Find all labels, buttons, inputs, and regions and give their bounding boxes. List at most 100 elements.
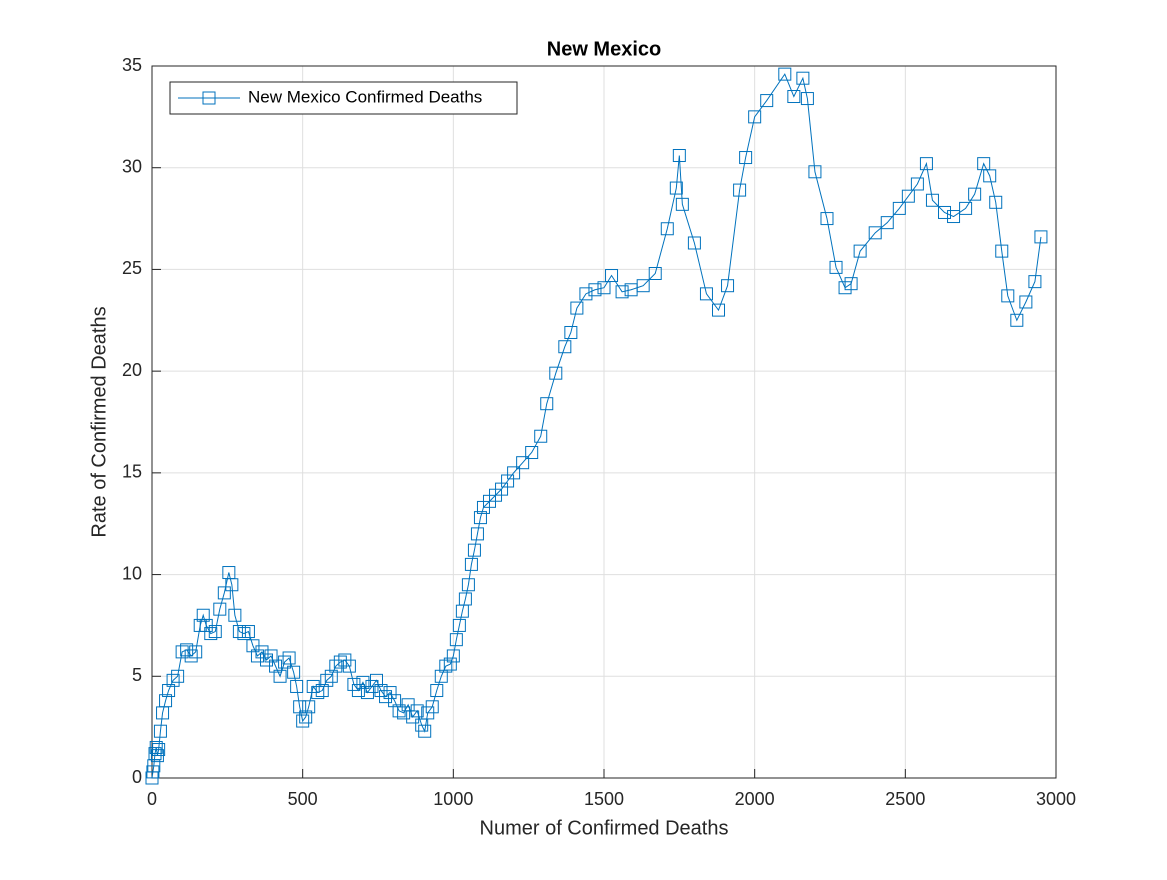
data-marker: [189, 645, 203, 659]
data-marker: [525, 446, 539, 460]
data-line: [151, 73, 1042, 779]
data-marker: [255, 645, 269, 659]
data-marker: [570, 301, 584, 315]
data-marker: [880, 216, 894, 230]
legend-label: New Mexico Confirmed Deaths: [248, 87, 482, 106]
data-marker: [315, 684, 329, 698]
data-marker: [369, 673, 383, 687]
data-marker: [467, 543, 481, 557]
y-tick-label: 15: [122, 462, 142, 482]
data-marker: [800, 92, 814, 106]
x-tick-label: 3000: [1036, 789, 1076, 809]
data-marker: [558, 340, 572, 354]
x-tick-label: 2000: [735, 789, 775, 809]
data-marker: [669, 181, 683, 195]
data-marker: [699, 287, 713, 301]
data-marker: [820, 212, 834, 226]
data-marker: [162, 684, 176, 698]
data-marker: [660, 222, 674, 236]
data-marker: [853, 244, 867, 258]
data-marker: [311, 686, 325, 700]
data-marker: [356, 675, 370, 689]
data-marker: [636, 279, 650, 293]
data-marker: [217, 586, 231, 600]
data-marker: [1010, 313, 1024, 327]
data-marker: [452, 618, 466, 632]
data-marker: [648, 266, 662, 280]
data-marker: [159, 694, 173, 708]
data-marker: [204, 627, 218, 641]
data-marker: [910, 177, 924, 191]
data-marker: [579, 287, 593, 301]
data-marker: [379, 690, 393, 704]
data-marker: [171, 669, 185, 683]
x-tick-label: 500: [288, 789, 318, 809]
data-marker: [1028, 275, 1042, 289]
data-marker: [748, 110, 762, 124]
data-marker: [470, 527, 484, 541]
data-marker: [760, 94, 774, 108]
data-marker: [282, 651, 296, 665]
plot-frame: [151, 65, 1057, 779]
data-marker: [324, 669, 338, 683]
data-marker: [925, 193, 939, 207]
data-marker: [712, 303, 726, 317]
data-marker: [290, 679, 304, 693]
data-marker: [588, 283, 602, 297]
data-marker: [342, 659, 356, 673]
data-marker: [296, 714, 310, 728]
chart-title: New Mexico: [547, 38, 661, 60]
data-marker: [397, 706, 411, 720]
data-marker: [597, 281, 611, 295]
data-marker: [166, 673, 180, 687]
data-marker: [264, 649, 278, 663]
data-marker: [273, 669, 287, 683]
data-marker: [287, 665, 301, 679]
data-marker: [808, 165, 822, 179]
data-marker: [443, 657, 457, 671]
data-marker: [383, 686, 397, 700]
data-marker: [901, 189, 915, 203]
data-marker: [989, 195, 1003, 209]
data-marker: [947, 210, 961, 224]
data-marker: [507, 466, 521, 480]
data-marker: [439, 659, 453, 673]
data-marker: [149, 740, 163, 754]
data-marker: [778, 67, 792, 81]
data-marker: [549, 366, 563, 380]
data-marker: [175, 645, 189, 659]
data-marker: [418, 724, 432, 738]
data-marker: [302, 700, 316, 714]
data-marker: [333, 655, 347, 669]
y-tick-label: 35: [122, 55, 142, 75]
data-marker: [228, 608, 242, 622]
data-marker: [938, 205, 952, 219]
y-tick-label: 0: [132, 767, 142, 787]
data-marker: [430, 684, 444, 698]
data-marker: [787, 90, 801, 104]
x-tick-label: 1500: [584, 789, 624, 809]
data-marker: [461, 578, 475, 592]
data-marker: [1034, 230, 1048, 244]
data-marker: [516, 456, 530, 470]
data-marker: [983, 169, 997, 183]
data-marker: [829, 260, 843, 274]
x-tick-label: 1000: [433, 789, 473, 809]
data-marker: [1019, 295, 1033, 309]
data-marker: [153, 724, 167, 738]
y-tick-label: 30: [122, 156, 142, 176]
data-marker: [449, 633, 463, 647]
y-tick-label: 25: [122, 258, 142, 278]
data-marker: [410, 704, 424, 718]
data-marker: [237, 627, 251, 641]
data-marker: [250, 649, 264, 663]
data-marker: [184, 649, 198, 663]
data-marker: [464, 557, 478, 571]
data-marker: [152, 743, 166, 757]
data-marker: [892, 201, 906, 215]
data-marker: [959, 201, 973, 215]
data-marker: [232, 625, 246, 639]
data-marker: [672, 149, 686, 163]
data-marker: [721, 279, 735, 293]
